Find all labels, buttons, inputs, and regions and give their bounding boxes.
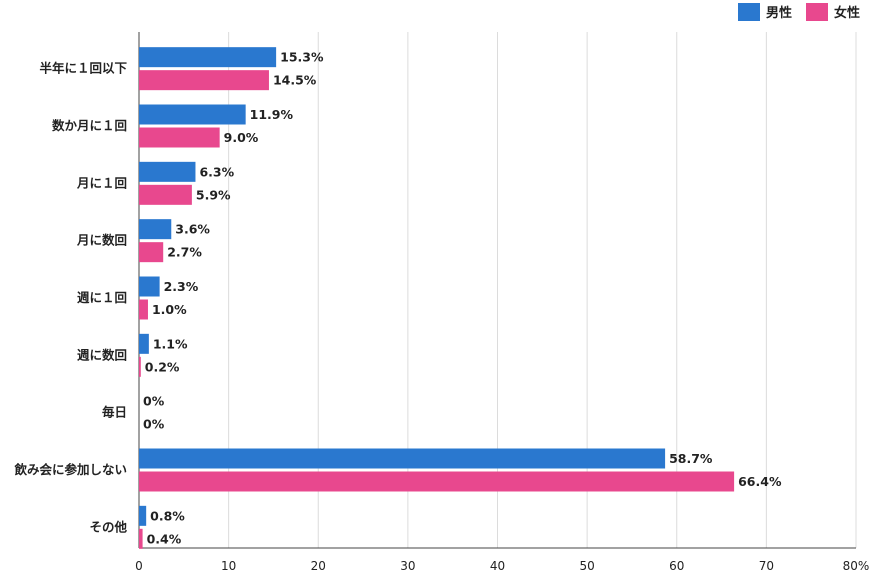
legend-swatch-male xyxy=(737,2,760,21)
x-tick-label: 30 xyxy=(400,559,415,573)
legend-item-male: 男性 xyxy=(737,2,792,21)
category-label: 月に１回 xyxy=(76,175,127,190)
bar-male xyxy=(139,104,246,125)
data-label: 14.5% xyxy=(273,73,317,88)
bar-male xyxy=(139,161,196,182)
x-tick-label: 70 xyxy=(759,559,774,573)
x-tick-label: 80% xyxy=(843,559,870,573)
category-label: その他 xyxy=(89,519,127,534)
x-tick-label: 20 xyxy=(311,559,326,573)
legend-label-female: 女性 xyxy=(833,6,860,21)
bar-female xyxy=(139,127,220,148)
data-label: 1.1% xyxy=(153,336,188,351)
bar-male xyxy=(139,47,277,68)
data-label: 2.7% xyxy=(167,245,202,260)
bar-female xyxy=(139,471,735,492)
bar-male xyxy=(139,219,172,240)
data-label: 11.9% xyxy=(250,107,294,122)
data-label: 0% xyxy=(143,417,165,432)
category-label: 半年に１回以下 xyxy=(39,61,127,76)
data-label: 3.6% xyxy=(175,222,210,237)
legend-swatch-female xyxy=(805,2,828,21)
bar-female xyxy=(139,356,141,377)
bar-female xyxy=(139,242,164,263)
bar-female xyxy=(139,528,143,549)
data-label: 1.0% xyxy=(152,302,187,317)
bar-male xyxy=(139,333,149,354)
data-label: 66.4% xyxy=(738,474,782,489)
data-label: 0.8% xyxy=(150,508,185,523)
category-label: 毎日 xyxy=(102,405,127,420)
data-label: 2.3% xyxy=(164,279,199,294)
category-label: 飲み会に参加しない xyxy=(13,462,127,477)
data-label: 0% xyxy=(143,394,165,409)
x-tick-label: 50 xyxy=(579,559,594,573)
bar-female xyxy=(139,184,192,205)
data-label: 9.0% xyxy=(224,130,259,145)
data-label: 5.9% xyxy=(196,187,231,202)
x-tick-label: 60 xyxy=(669,559,684,573)
category-label: 数か月に１回 xyxy=(51,118,127,133)
bar-female xyxy=(139,299,148,320)
bar-male xyxy=(139,505,147,526)
category-label: 週に数回 xyxy=(77,347,127,362)
bar-male xyxy=(139,276,160,297)
legend-label-male: 男性 xyxy=(765,6,792,21)
legend-item-female: 女性 xyxy=(805,2,860,21)
category-label: 週に１回 xyxy=(77,290,127,305)
legend: 男性 女性 xyxy=(737,2,860,21)
category-label: 月に数回 xyxy=(76,233,127,248)
data-label: 15.3% xyxy=(280,50,324,65)
data-label: 6.3% xyxy=(199,164,234,179)
x-tick-label: 10 xyxy=(221,559,236,573)
data-label: 0.4% xyxy=(147,531,182,546)
x-tick-label: 40 xyxy=(490,559,505,573)
x-tick-label: 0 xyxy=(135,559,143,573)
bar-female xyxy=(139,70,269,91)
data-label: 0.2% xyxy=(145,359,180,374)
bar-male xyxy=(139,448,666,469)
data-label: 58.7% xyxy=(669,451,713,466)
